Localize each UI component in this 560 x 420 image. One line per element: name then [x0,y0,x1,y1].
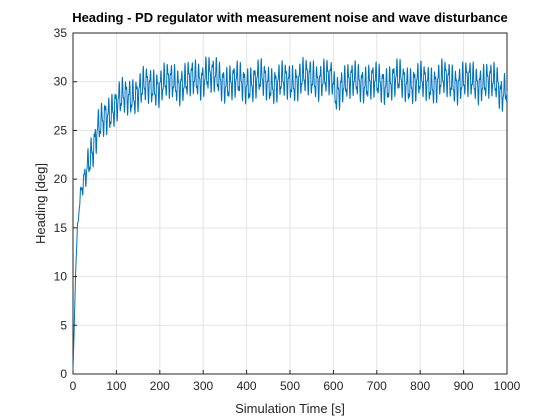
grid-lines [73,33,507,374]
y-tick-label: 5 [60,318,67,332]
x-tick-label: 900 [454,379,474,393]
x-tick-label: 700 [367,379,387,393]
y-tick-label: 30 [54,75,68,89]
x-tick-label: 0 [70,379,77,393]
axis-ticks: 0 100 200 300 400 500 600 700 800 900 1000 0 5 10 15 20… [54,26,521,393]
y-tick-label: 10 [54,270,68,284]
x-tick-label: 600 [323,379,343,393]
x-tick-label: 400 [237,379,257,393]
x-tick-label: 300 [193,379,213,393]
x-tick-label: 1000 [494,379,521,393]
y-tick-label: 20 [54,172,68,186]
x-axis-label: Simulation Time [s] [235,401,345,416]
series-layer [72,56,508,372]
chart-title: Heading - PD regulator with measurement … [72,10,508,25]
series-line-0 [72,56,508,372]
y-axis-label: Heading [deg] [33,163,48,244]
y-tick-label: 15 [54,221,68,235]
y-tick-label: 0 [60,367,67,381]
y-tick-label: 25 [54,123,68,137]
y-tick-label: 35 [54,26,68,40]
x-tick-label: 200 [150,379,170,393]
x-tick-label: 500 [280,379,300,393]
x-tick-label: 100 [106,379,126,393]
x-tick-label: 800 [410,379,430,393]
